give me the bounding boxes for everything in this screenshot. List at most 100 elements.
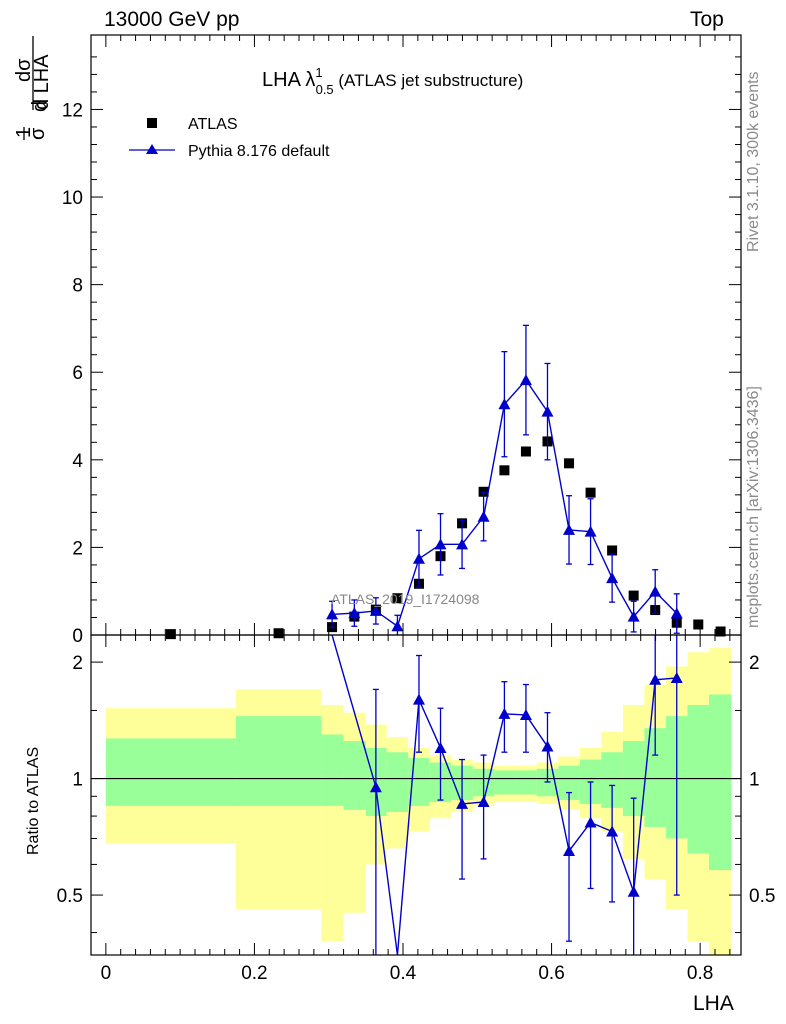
ratio-data-point (563, 844, 576, 856)
pythia-data-point (369, 604, 382, 616)
atlas-data-point (628, 590, 639, 601)
ratio-band-green (105, 738, 236, 806)
header-category-label: Top (690, 8, 724, 31)
ratio-data-point (627, 885, 640, 897)
pythia-data-point (477, 510, 490, 522)
pythia-data-point (606, 572, 619, 584)
chart-title-sub: 0.5 (316, 82, 334, 97)
legend-pythia-marker (146, 144, 158, 154)
pythia-data-point (649, 585, 662, 597)
ratio-data-point (670, 671, 683, 683)
main-y-tick-label: 12 (62, 100, 83, 121)
ratio-band-green (709, 694, 732, 871)
pythia-data-point (670, 607, 683, 619)
ratio-series-line (331, 634, 677, 956)
main-panel: 0 2 4 6 8 10 12 LHA λ1 0.5 (ATLAS jet substruct… (13, 34, 742, 647)
ratio-y-tick-label-right: 2 (749, 653, 760, 674)
legend-atlas-marker (147, 118, 157, 128)
ylabel-dsigma: dσ (13, 58, 35, 82)
ratio-data-point (649, 673, 662, 685)
x-tick-label: 0 (101, 963, 112, 984)
ratio-data-point (456, 797, 469, 809)
x-tick-label: 0.2 (241, 963, 267, 984)
atlas-data-point (478, 486, 489, 497)
atlas-data-point (273, 628, 284, 639)
pythia-data-point (519, 374, 532, 386)
atlas-data-point (499, 465, 510, 476)
main-y-axis: 0 2 4 6 8 10 12 (62, 35, 741, 647)
ratio-y-tick-label-right: 0.5 (749, 886, 775, 907)
main-y-tick-label: 4 (72, 451, 83, 472)
atlas-data-point (693, 619, 704, 630)
pythia-data-point (627, 610, 640, 622)
ratio-band-green (494, 770, 516, 795)
main-y-tick-label: 8 (72, 276, 83, 297)
ratio-y-tick-label-left: 1 (72, 770, 83, 791)
pythia-data-point (412, 552, 425, 564)
main-y-tick-label: 2 (72, 538, 83, 559)
ratio-data-point (412, 693, 425, 705)
legend-atlas-label: ATLAS (188, 116, 238, 133)
ratio-band-green (601, 752, 623, 808)
pythia-data-point (434, 538, 447, 550)
ratio-data-point (477, 795, 490, 807)
ratio-data-point (606, 825, 619, 837)
atlas-data-point (564, 458, 575, 469)
main-y-tick-label: 6 (72, 363, 83, 384)
ylabel-d: d (29, 101, 51, 112)
ratio-data-point (434, 741, 447, 753)
ratio-band-green (515, 770, 537, 795)
chart-title-rest: (ATLAS jet substructure) (334, 71, 524, 90)
atlas-data-point (165, 629, 176, 640)
x-tick-label: 0.6 (538, 963, 564, 984)
atlas-data-point (607, 545, 618, 556)
ylabel-dlha: d LHA (31, 54, 53, 110)
ratio-band-green (687, 704, 710, 854)
atlas-data-point (715, 626, 726, 637)
ratio-data-point (584, 816, 597, 828)
pythia-data-point (563, 523, 576, 535)
ratio-layer (91, 634, 741, 956)
chart-title-sup: 1 (315, 65, 322, 80)
ratio-data-point (541, 740, 554, 752)
main-y-tick-label: 10 (62, 188, 83, 209)
ratio-band-green (386, 752, 409, 812)
ratio-y-tick-label-right: 1 (749, 770, 760, 791)
ratio-band-green (558, 765, 580, 801)
pythia-data-point (326, 608, 339, 620)
main-bands-layer (165, 324, 726, 640)
ratio-band-green (321, 734, 344, 806)
x-tick-label: 0.4 (390, 963, 417, 984)
atlas-data-point (520, 446, 531, 457)
ratio-y-tick-label-left: 2 (72, 653, 83, 674)
pythia-data-point (498, 398, 511, 410)
ratio-data-point (498, 707, 511, 719)
ratio-band-green (343, 741, 366, 810)
legend: ATLAS Pythia 8.176 default (129, 116, 330, 160)
ratio-data-point (519, 708, 532, 720)
ratio-y-tick-label-left: 0.5 (57, 886, 83, 907)
legend-pythia-label: Pythia 8.176 default (188, 143, 330, 160)
analysis-watermark: ATLAS_2019_I1724098 (331, 591, 480, 607)
ratio-data-point (369, 781, 382, 793)
ylabel-sigma: σ (27, 127, 49, 140)
ratio-panel: 0.5 0.5 1 1 2 2 0 0.2 0.4 0.6 0.8 Ratio to ATLAS L… (25, 634, 775, 1015)
header-process-label: 13000 GeV pp (104, 8, 240, 31)
chart-title: LHA λ1 0.5 (ATLAS jet substructure) (262, 65, 523, 97)
pythia-data-point (456, 538, 469, 550)
pythia-data-point (348, 607, 361, 619)
ratio-axes: 0.5 0.5 1 1 2 2 0 0.2 0.4 0.6 0.8 (57, 635, 775, 984)
pythia-data-point (391, 620, 404, 632)
main-y-tick-label: 0 (72, 626, 83, 647)
chart-title-main: LHA λ (262, 69, 315, 91)
pythia-data-point (584, 525, 597, 537)
ratio-band-green (235, 716, 322, 806)
atlas-data-point (392, 593, 403, 604)
pythia-data-point (541, 405, 554, 417)
ratio-band-green (644, 728, 666, 827)
atlas-data-point (585, 487, 596, 498)
ratio-y-axis-label: Ratio to ATLAS (25, 747, 42, 855)
ratio-panel-frame (90, 634, 742, 956)
main-y-axis-label: 1 σ d dσ d LHA (13, 36, 53, 140)
